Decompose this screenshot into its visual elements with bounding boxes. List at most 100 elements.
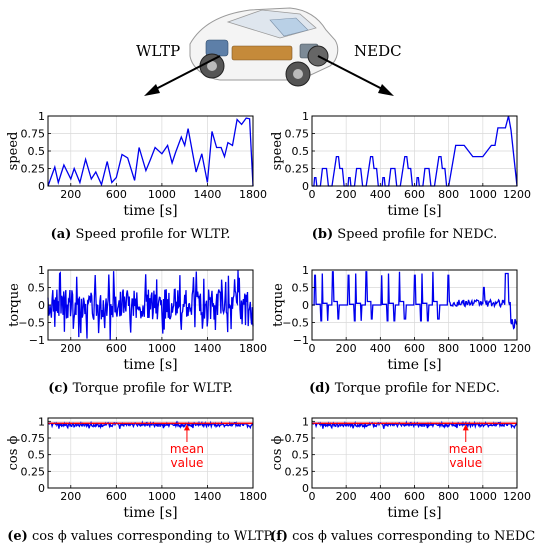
caption-tag: (a) <box>51 227 72 242</box>
x-tick-label: 1800 <box>239 188 267 201</box>
x-axis-label: time [s] <box>387 357 441 373</box>
car-battery <box>231 45 293 61</box>
y-axis-label: cos ϕ <box>6 435 21 470</box>
y-tick-label: 0 <box>38 180 45 193</box>
x-tick-label: 800 <box>438 188 459 201</box>
annotation-line1: mean <box>170 442 204 456</box>
y-tick-label: 1 <box>302 415 309 428</box>
x-tick-label: 200 <box>60 342 81 355</box>
x-tick-label: 200 <box>336 188 357 201</box>
y-tick-label: 1 <box>38 264 45 277</box>
y-tick-label: −0.5 <box>18 317 45 330</box>
x-tick-label: 1000 <box>469 490 497 503</box>
y-axis-label: speed <box>6 132 21 171</box>
y-tick-label: 0 <box>38 299 45 312</box>
arrow-right-head <box>378 84 394 96</box>
caption-text: Speed profile for WLTP. <box>71 227 230 242</box>
y-tick-label: 0.5 <box>292 282 310 295</box>
caption-text: Torque profile for WLTP. <box>69 381 233 396</box>
y-tick-label: −0.5 <box>282 317 309 330</box>
subfigure-caption: (a) Speed profile for WLTP. <box>51 227 231 242</box>
y-tick-label: 0.5 <box>292 449 310 462</box>
x-tick-label: 600 <box>404 342 425 355</box>
annotation-line2: value <box>171 456 204 470</box>
chart-f: 0 200 400 600 800 1000 1200 0 0.25 0.5 0.75 1 time [… <box>270 415 536 544</box>
chart-e: 200 600 1000 1400 1800 0 0.25 0.5 0.75 1 time [s] c… <box>6 415 274 544</box>
x-tick-label: 400 <box>370 188 391 201</box>
annotation-arrowhead <box>462 424 469 431</box>
y-tick-label: 0.25 <box>21 465 46 478</box>
caption-text: Speed profile for NEDC. <box>333 227 497 242</box>
car-window <box>269 17 309 37</box>
x-tick-label: 200 <box>336 490 357 503</box>
y-tick-label: 1 <box>302 264 309 277</box>
y-tick-label: 1 <box>38 415 45 428</box>
arrow-right-shaft <box>317 55 389 93</box>
x-tick-label: 600 <box>106 342 127 355</box>
x-tick-label: 1400 <box>193 188 221 201</box>
x-tick-label: 400 <box>370 490 391 503</box>
caption-tag: (e) <box>7 529 28 544</box>
caption-text: cos ϕ values corresponding to WLTP. <box>28 529 274 544</box>
y-tick-label: 1 <box>38 110 45 123</box>
series-line <box>47 117 254 187</box>
caption-tag: (f) <box>270 529 288 544</box>
x-tick-label: 1000 <box>148 188 176 201</box>
x-tick-label: 800 <box>438 490 459 503</box>
y-axis-label: torque <box>271 283 286 327</box>
x-tick-label: 1400 <box>193 342 221 355</box>
x-axis-label: time [s] <box>387 203 441 219</box>
y-axis-label: speed <box>270 132 285 171</box>
y-tick-label: 0.25 <box>285 163 310 176</box>
y-tick-label: 0.5 <box>28 282 46 295</box>
y-tick-label: 0 <box>302 482 309 495</box>
subfigure-caption: (f) cos ϕ values corresponding to NEDC. <box>270 529 536 544</box>
x-tick-label: 1800 <box>239 490 267 503</box>
y-tick-label: 0.5 <box>28 145 46 158</box>
wltp-label: WLTP <box>136 42 180 60</box>
y-axis-label: cos ϕ <box>270 435 285 470</box>
x-tick-label: 1400 <box>193 490 221 503</box>
y-tick-label: 0 <box>302 180 309 193</box>
caption-tag: (d) <box>309 381 330 396</box>
grid <box>311 418 518 489</box>
x-tick-label: 1200 <box>503 188 531 201</box>
x-axis-label: time [s] <box>387 505 441 521</box>
y-tick-label: 0.75 <box>285 128 310 141</box>
annotation-arrowhead <box>183 424 190 431</box>
y-axis-label: torque <box>7 283 22 327</box>
car-hub-rear <box>293 69 303 79</box>
x-tick-label: 600 <box>404 188 425 201</box>
car-illustration <box>189 7 339 87</box>
car-hub-front <box>207 61 217 71</box>
x-tick-label: 600 <box>404 490 425 503</box>
y-tick-label: 0.25 <box>285 465 310 478</box>
chart-b: 0 200 400 600 800 1000 1200 0 0.25 0.5 0.75 1 time [… <box>270 110 531 242</box>
x-tick-label: 1000 <box>148 490 176 503</box>
subfigure-caption: (e) cos ϕ values corresponding to WLTP. <box>7 529 274 544</box>
caption-tag: (b) <box>312 227 333 242</box>
x-tick-label: 0 <box>309 490 316 503</box>
caption-tag: (c) <box>48 381 68 396</box>
x-tick-label: 1200 <box>503 490 531 503</box>
x-tick-label: 1000 <box>148 342 176 355</box>
y-tick-label: 1 <box>302 110 309 123</box>
x-tick-label: 1000 <box>469 188 497 201</box>
caption-text: cos ϕ values corresponding to NEDC. <box>288 529 536 544</box>
annotation-line2: value <box>449 456 482 470</box>
x-tick-label: 1200 <box>503 342 531 355</box>
subfigure-caption: (c) Torque profile for WLTP. <box>48 381 232 396</box>
chart-c: 200 600 1000 1400 1800 −1 −0.5 0 0.5 1 time [s] tor… <box>7 264 267 396</box>
header: WLTP NEDC <box>136 7 402 96</box>
x-tick-label: 400 <box>370 342 391 355</box>
x-tick-label: 200 <box>60 188 81 201</box>
x-tick-label: 200 <box>336 342 357 355</box>
x-axis-label: time [s] <box>123 357 177 373</box>
grid <box>48 418 254 489</box>
x-tick-label: 0 <box>309 188 316 201</box>
y-tick-label: 0 <box>38 482 45 495</box>
y-tick-label: 0.75 <box>21 432 46 445</box>
